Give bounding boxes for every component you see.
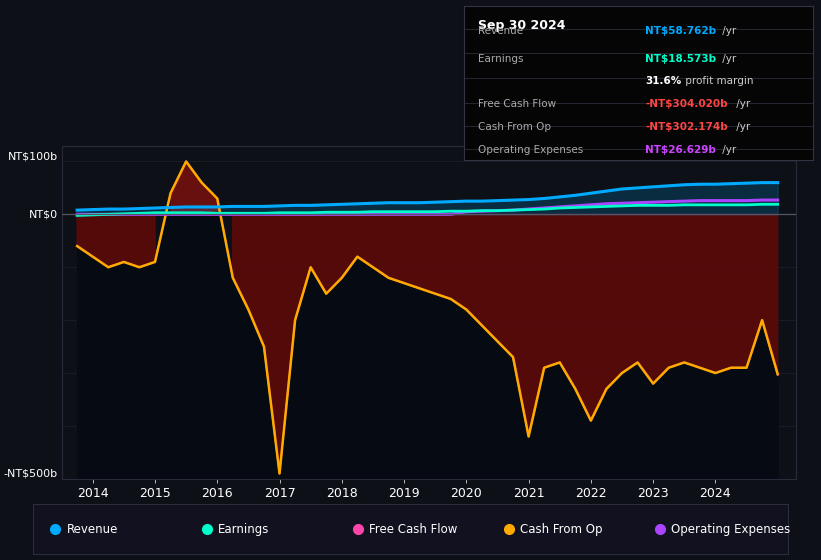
Text: -NT$304.020b: -NT$304.020b bbox=[645, 99, 728, 109]
Text: NT$0: NT$0 bbox=[29, 209, 58, 220]
Text: /yr: /yr bbox=[733, 122, 750, 132]
Text: NT$26.629b: NT$26.629b bbox=[645, 145, 716, 155]
Text: Operating Expenses: Operating Expenses bbox=[478, 145, 583, 155]
Text: NT$100b: NT$100b bbox=[7, 151, 58, 161]
Text: Earnings: Earnings bbox=[218, 522, 269, 536]
Text: Free Cash Flow: Free Cash Flow bbox=[478, 99, 556, 109]
Text: Free Cash Flow: Free Cash Flow bbox=[369, 522, 457, 536]
Text: /yr: /yr bbox=[718, 26, 736, 36]
Text: /yr: /yr bbox=[718, 54, 736, 64]
Text: NT$18.573b: NT$18.573b bbox=[645, 54, 717, 64]
Text: Cash From Op: Cash From Op bbox=[478, 122, 551, 132]
Text: Revenue: Revenue bbox=[67, 522, 118, 536]
Text: profit margin: profit margin bbox=[682, 76, 754, 86]
Text: 31.6%: 31.6% bbox=[645, 76, 681, 86]
Text: Earnings: Earnings bbox=[478, 54, 523, 64]
Text: /yr: /yr bbox=[718, 145, 736, 155]
Text: Cash From Op: Cash From Op bbox=[520, 522, 603, 536]
Text: Operating Expenses: Operating Expenses bbox=[671, 522, 791, 536]
Text: -NT$500b: -NT$500b bbox=[4, 469, 58, 479]
Text: -NT$302.174b: -NT$302.174b bbox=[645, 122, 728, 132]
Text: Sep 30 2024: Sep 30 2024 bbox=[478, 20, 566, 32]
Text: NT$58.762b: NT$58.762b bbox=[645, 26, 717, 36]
Text: /yr: /yr bbox=[733, 99, 750, 109]
Text: Revenue: Revenue bbox=[478, 26, 523, 36]
